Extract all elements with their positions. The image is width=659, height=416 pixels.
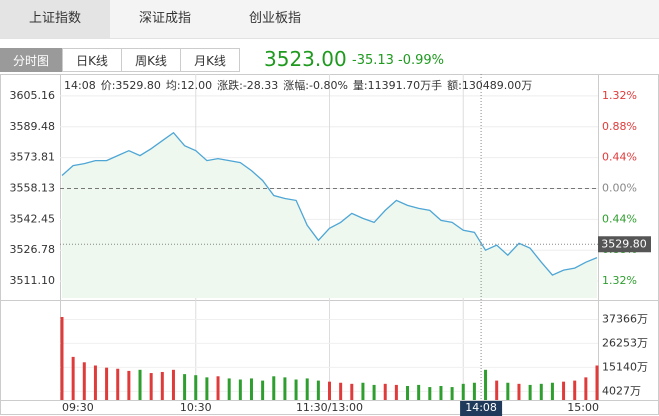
y2-tick-label: 0.44% (602, 151, 637, 164)
volume-bar (249, 378, 253, 400)
volume-bar (183, 374, 187, 400)
y-tick-label: 3605.16 (10, 89, 56, 102)
tab[interactable]: 上证指数 (0, 0, 110, 38)
y2-tick-label: 1.32% (602, 89, 637, 102)
view-tab[interactable]: 周K线 (121, 48, 181, 72)
volume-bar (417, 384, 421, 400)
volume-bar (305, 378, 309, 400)
tab[interactable]: 深证成指 (138, 11, 191, 26)
y2-tick-label: 1.32% (602, 274, 637, 287)
y-tick-label: 3526.78 (10, 243, 56, 256)
volume-bar (573, 380, 577, 400)
volume-bar (82, 362, 86, 400)
view-tab[interactable]: 月K线 (180, 48, 240, 72)
view-tab[interactable]: 分时图 (0, 48, 62, 72)
cursor-time: 14:08 (465, 401, 497, 414)
volume-bar (394, 384, 398, 400)
cursor-x-tag (460, 401, 503, 416)
info-item: 均:12.00 (166, 79, 212, 92)
y-tick-label: 3542.45 (10, 212, 56, 225)
volume-bar (484, 369, 488, 400)
volume-bar (238, 379, 242, 400)
info-item: 量:11391.70万手 (353, 78, 442, 92)
volume-bar (372, 384, 376, 400)
volume-bar (562, 381, 566, 400)
volume-bar (71, 356, 75, 400)
x-tick-label: 09:30 (62, 401, 94, 414)
view-tab[interactable]: 日K线 (62, 48, 122, 72)
volume-bar (383, 383, 387, 400)
y-tick-label: 15140万 (602, 360, 648, 373)
y2-tick-label: 0.44% (602, 212, 637, 225)
volume-bar (127, 370, 131, 400)
change-pct: -0.99% (398, 53, 444, 68)
volume-bar (272, 376, 276, 400)
volume-bar (216, 376, 220, 400)
y2-tick-label: 0.88% (602, 120, 637, 133)
change: -35.13 (352, 53, 394, 68)
y-tick-label: 3573.81 (10, 151, 56, 164)
volume-bar (450, 387, 454, 400)
volume-bar (283, 377, 287, 400)
tab[interactable]: 创业板指 (248, 11, 301, 26)
price: 3523.00 (264, 47, 347, 71)
y-tick-label: 3589.48 (10, 120, 56, 133)
x-tick-label: 10:30 (180, 401, 212, 414)
cursor-tag (598, 236, 651, 253)
volume-bar (517, 383, 521, 400)
volume-bar (227, 378, 231, 400)
volume-bar (339, 382, 343, 400)
volume-bar (316, 380, 320, 400)
cursor-price: 3529.80 (601, 237, 647, 250)
x-tick-label: 11:30/13:00 (296, 401, 363, 414)
y-tick-label: 3558.13 (10, 181, 56, 194)
volume-bar (105, 367, 109, 400)
volume-bar (506, 382, 510, 400)
volume-bar (171, 369, 175, 400)
volume-bar (439, 385, 443, 400)
info-item: 涨幅:-0.80% (283, 79, 348, 92)
volume-bar (328, 381, 331, 400)
volume-bar (149, 373, 153, 400)
volume-bar (528, 384, 532, 400)
volume-bar (584, 377, 588, 400)
info-item: 14:08 (64, 79, 96, 92)
info-item: 涨跌:-28.33 (217, 78, 278, 92)
y-tick-label: 26253万 (602, 336, 648, 349)
y-tick-label: 4027万 (602, 384, 641, 397)
y-tick-label: 37366万 (602, 312, 648, 325)
volume-bar (461, 383, 465, 400)
volume-bar (60, 316, 64, 400)
volume-bar (428, 387, 432, 400)
volume-bar (138, 369, 142, 400)
y2-tick-label: 0.00% (602, 182, 637, 195)
price-line (61, 131, 598, 276)
volume-bar (116, 368, 120, 400)
volume-bar (550, 382, 554, 400)
index-tabs: 上证指数 深证成指 创业板指 (0, 0, 659, 39)
volume-bar (160, 371, 164, 400)
volume-bar (194, 375, 198, 400)
volume-bar (495, 380, 499, 400)
volume-bar (261, 380, 265, 400)
info-item: 价:3529.80 (101, 79, 161, 92)
x-tick-label: 15:00 (567, 401, 599, 414)
y-tick-label: 3511.10 (10, 274, 56, 287)
volume-bar (595, 365, 599, 400)
info-line: 14:08 价:3529.80 均:12.00 涨跌:-28.33 涨幅:-0.80% 量… (64, 78, 532, 92)
info-item: 额:130489.00万 (447, 79, 532, 92)
volume-bar (350, 383, 354, 400)
volume-bar (93, 365, 97, 400)
volume-bar (361, 382, 365, 400)
volume-bar (539, 383, 543, 400)
volume-bar (472, 382, 476, 400)
volume-bar (294, 379, 298, 400)
volume-bar (406, 385, 410, 400)
price-area (62, 132, 597, 298)
volume-bar (205, 377, 209, 400)
